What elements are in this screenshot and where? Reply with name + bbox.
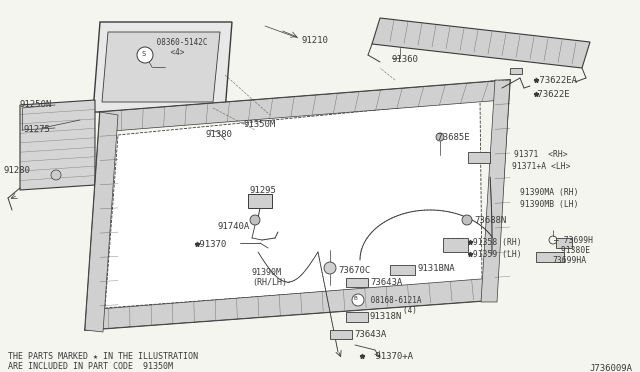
Polygon shape [556,238,572,248]
Polygon shape [468,152,490,163]
Polygon shape [346,278,368,287]
Polygon shape [481,80,510,302]
Text: 73699HA: 73699HA [552,256,586,265]
Circle shape [436,133,444,141]
Text: 91350M: 91350M [243,120,275,129]
Text: 73688N: 73688N [474,216,506,225]
Polygon shape [248,194,272,208]
Polygon shape [93,22,232,112]
Text: 91371+A <LH>: 91371+A <LH> [512,162,570,171]
Text: 73670C: 73670C [338,266,371,275]
Polygon shape [102,32,220,102]
Text: 73643A: 73643A [354,330,387,339]
Circle shape [324,262,336,274]
Text: THE PARTS MARKED ★ IN THE ILLUSTRATION: THE PARTS MARKED ★ IN THE ILLUSTRATION [8,352,198,361]
Text: 91360: 91360 [392,55,419,64]
Polygon shape [105,100,482,308]
Text: 73643A: 73643A [370,278,403,287]
Polygon shape [536,252,564,262]
Circle shape [51,170,61,180]
Text: 91390MA (RH): 91390MA (RH) [520,188,579,197]
Text: 73622EA: 73622EA [534,76,577,85]
Text: 91358 (RH): 91358 (RH) [468,238,522,247]
Text: 91318N: 91318N [370,312,403,321]
Polygon shape [85,278,495,330]
Circle shape [137,47,153,63]
Polygon shape [390,265,415,275]
Text: 91370: 91370 [194,240,227,249]
Text: B: B [354,296,358,301]
Polygon shape [100,80,510,132]
Text: 73622E: 73622E [532,90,570,99]
Text: 91371  <RH>: 91371 <RH> [514,150,568,159]
Text: 91380E: 91380E [556,246,590,255]
Text: ARE INCLUDED IN PART CODE  91350M: ARE INCLUDED IN PART CODE 91350M [8,362,173,371]
Text: 91210: 91210 [302,36,329,45]
Circle shape [250,215,260,225]
Text: J736009A: J736009A [589,364,632,372]
Text: 91370+A: 91370+A [370,352,413,361]
Polygon shape [20,100,95,190]
Text: 91275: 91275 [24,125,51,134]
Text: 08168-6121A
        (4): 08168-6121A (4) [366,296,422,315]
Text: 73685E: 73685E [432,133,470,142]
Text: 08360-5142C
    <4>: 08360-5142C <4> [152,38,207,57]
Text: – 73699H: – 73699H [554,236,593,245]
Polygon shape [85,112,118,332]
Text: 91740A: 91740A [218,222,250,231]
Text: 91359 (LH): 91359 (LH) [468,250,522,259]
Circle shape [352,294,364,306]
Polygon shape [443,238,468,252]
Polygon shape [510,68,522,74]
Polygon shape [346,312,368,322]
Text: S: S [141,51,145,57]
Text: 91380: 91380 [206,130,233,139]
Text: 91250N: 91250N [20,100,52,109]
Text: 91280: 91280 [4,166,31,175]
Polygon shape [330,330,352,339]
Text: 91390MB (LH): 91390MB (LH) [520,200,579,209]
Circle shape [462,215,472,225]
Text: 9131BNA: 9131BNA [418,264,456,273]
Text: 91390M
(RH/LH): 91390M (RH/LH) [252,268,287,288]
Polygon shape [372,18,590,68]
Text: 91295: 91295 [250,186,277,195]
